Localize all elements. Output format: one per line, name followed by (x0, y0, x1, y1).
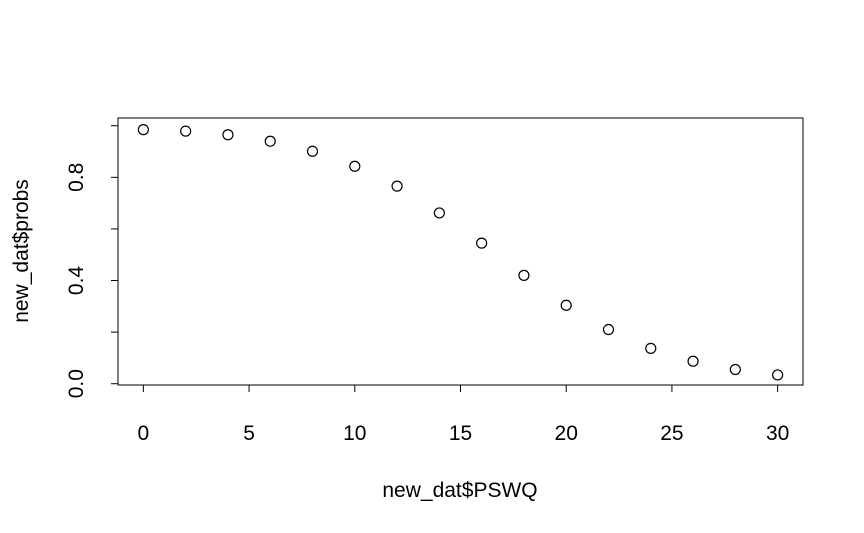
y-tick-label: 0.0 (65, 369, 88, 398)
x-tick-label: 15 (449, 422, 472, 445)
x-tick-label: 25 (660, 422, 683, 445)
x-tick-label: 20 (555, 422, 578, 445)
data-point (729, 363, 741, 376)
data-points (137, 124, 784, 381)
x-tick-label: 10 (343, 422, 366, 445)
data-point (264, 135, 276, 147)
data-point (433, 207, 445, 219)
data-point (391, 180, 403, 192)
x-tick-label: 0 (138, 422, 150, 445)
y-axis: 0.0 0.4 0.8 (65, 125, 119, 398)
data-point (476, 237, 488, 249)
data-point (180, 125, 192, 137)
data-point (560, 299, 572, 311)
x-tick-label: 30 (766, 422, 789, 445)
data-point (306, 145, 319, 157)
x-axis-title: new_dat$PSWQ (382, 479, 537, 502)
data-point (645, 342, 657, 354)
x-axis: 0 5 10 15 20 25 30 (138, 384, 789, 445)
data-point (349, 160, 361, 172)
data-point (772, 369, 784, 381)
y-axis-title: new_dat$probs (10, 179, 33, 323)
y-tick-label: 0.8 (65, 163, 88, 192)
data-point (222, 129, 234, 141)
x-tick-label: 5 (243, 422, 255, 445)
data-point (687, 355, 699, 367)
data-point (602, 323, 615, 336)
data-point (518, 269, 530, 281)
data-point (137, 124, 149, 136)
y-tick-label: 0.4 (65, 266, 88, 296)
